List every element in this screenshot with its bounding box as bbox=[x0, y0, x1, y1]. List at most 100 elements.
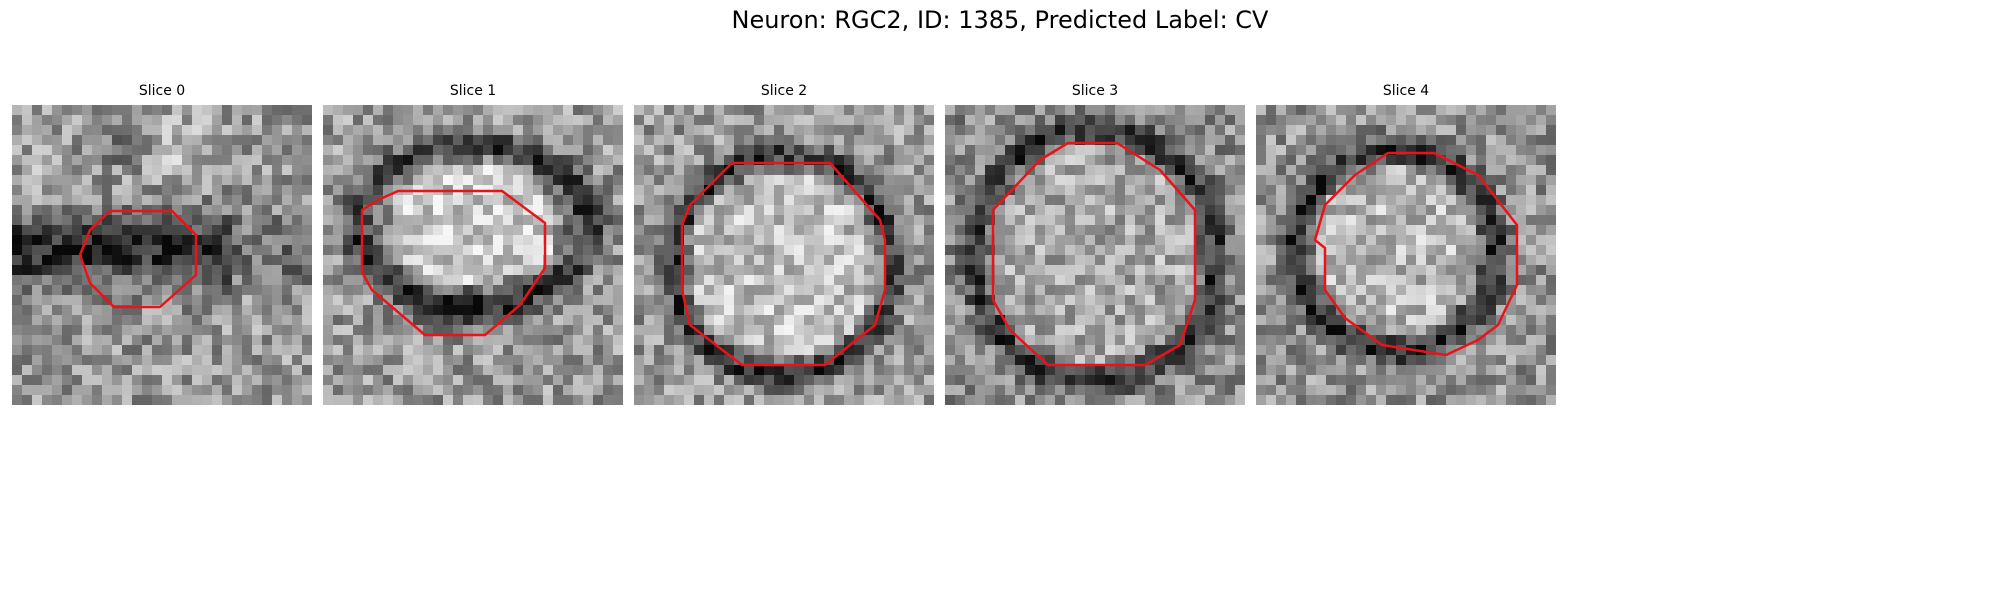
image-pixel bbox=[1035, 305, 1046, 316]
image-pixel bbox=[1406, 335, 1417, 346]
image-pixel bbox=[1306, 315, 1317, 326]
image-pixel bbox=[333, 365, 344, 376]
image-pixel bbox=[804, 385, 815, 396]
image-pixel bbox=[533, 205, 544, 216]
image-pixel bbox=[373, 235, 384, 246]
image-pixel bbox=[102, 175, 113, 186]
image-pixel bbox=[152, 365, 163, 376]
image-pixel bbox=[784, 235, 795, 246]
image-pixel bbox=[122, 385, 133, 396]
image-pixel bbox=[443, 305, 454, 316]
image-pixel bbox=[1536, 155, 1547, 166]
image-pixel bbox=[1235, 325, 1245, 336]
image-pixel bbox=[563, 225, 574, 236]
image-pixel bbox=[142, 185, 153, 196]
image-pixel bbox=[1185, 285, 1196, 296]
image-pixel bbox=[192, 375, 203, 386]
image-pixel bbox=[1446, 135, 1457, 146]
image-pixel bbox=[1105, 335, 1116, 346]
image-pixel bbox=[1496, 175, 1507, 186]
image-pixel bbox=[1185, 335, 1196, 346]
image-pixel bbox=[282, 185, 293, 196]
image-pixel bbox=[1396, 395, 1407, 405]
image-pixel bbox=[1406, 265, 1417, 276]
image-pixel bbox=[784, 305, 795, 316]
image-pixel bbox=[112, 265, 123, 276]
image-pixel bbox=[1035, 225, 1046, 236]
image-pixel bbox=[634, 165, 645, 176]
image-pixel bbox=[824, 365, 835, 376]
image-pixel bbox=[42, 195, 53, 206]
image-pixel bbox=[172, 135, 183, 146]
image-pixel bbox=[1175, 205, 1186, 216]
image-pixel bbox=[393, 175, 404, 186]
image-pixel bbox=[122, 215, 133, 226]
image-pixel bbox=[292, 265, 303, 276]
image-pixel bbox=[152, 215, 163, 226]
image-pixel bbox=[252, 155, 263, 166]
image-pixel bbox=[884, 285, 895, 296]
image-pixel bbox=[353, 245, 364, 256]
image-pixel bbox=[794, 235, 805, 246]
image-pixel bbox=[242, 355, 253, 366]
image-pixel bbox=[1145, 265, 1156, 276]
image-pixel bbox=[1446, 245, 1457, 256]
image-pixel bbox=[1125, 245, 1136, 256]
image-pixel bbox=[1045, 315, 1056, 326]
image-pixel bbox=[794, 275, 805, 286]
image-pixel bbox=[774, 155, 785, 166]
image-pixel bbox=[1386, 235, 1397, 246]
image-pixel bbox=[1115, 355, 1126, 366]
image-pixel bbox=[1296, 145, 1307, 156]
image-pixel bbox=[102, 185, 113, 196]
image-pixel bbox=[1526, 125, 1537, 136]
image-pixel bbox=[533, 195, 544, 206]
image-pixel bbox=[1506, 235, 1517, 246]
image-pixel bbox=[453, 395, 464, 405]
image-pixel bbox=[764, 285, 775, 296]
image-pixel bbox=[182, 245, 193, 256]
image-pixel bbox=[1466, 195, 1477, 206]
image-pixel bbox=[12, 195, 23, 206]
image-pixel bbox=[1015, 145, 1026, 156]
image-pixel bbox=[1175, 255, 1186, 266]
image-pixel bbox=[1125, 335, 1136, 346]
image-pixel bbox=[975, 115, 986, 126]
image-pixel bbox=[22, 285, 33, 296]
image-pixel bbox=[1386, 255, 1397, 266]
image-pixel bbox=[323, 335, 334, 346]
image-pixel bbox=[593, 185, 604, 196]
image-pixel bbox=[854, 335, 865, 346]
image-pixel bbox=[804, 195, 815, 206]
image-pixel bbox=[593, 335, 604, 346]
image-pixel bbox=[553, 225, 564, 236]
image-pixel bbox=[262, 355, 273, 366]
image-pixel bbox=[814, 385, 825, 396]
image-pixel bbox=[613, 285, 623, 296]
image-pixel bbox=[262, 145, 273, 156]
image-pixel bbox=[12, 205, 23, 216]
image-pixel bbox=[1466, 295, 1477, 306]
image-pixel bbox=[985, 345, 996, 356]
image-pixel bbox=[1486, 125, 1497, 136]
image-pixel bbox=[834, 145, 845, 156]
image-pixel bbox=[664, 375, 675, 386]
image-pixel bbox=[894, 265, 905, 276]
image-pixel bbox=[1215, 285, 1226, 296]
image-pixel bbox=[152, 275, 163, 286]
image-pixel bbox=[694, 375, 705, 386]
image-pixel bbox=[493, 295, 504, 306]
image-pixel bbox=[503, 295, 514, 306]
image-pixel bbox=[864, 315, 875, 326]
image-pixel bbox=[182, 255, 193, 266]
image-pixel bbox=[1095, 385, 1106, 396]
image-pixel bbox=[754, 255, 765, 266]
image-pixel bbox=[463, 335, 474, 346]
image-pixel bbox=[1376, 145, 1387, 156]
image-pixel bbox=[62, 395, 73, 405]
image-pixel bbox=[1175, 135, 1186, 146]
image-pixel bbox=[323, 345, 334, 356]
image-pixel bbox=[1316, 275, 1327, 286]
image-pixel bbox=[373, 385, 384, 396]
image-pixel bbox=[573, 265, 584, 276]
